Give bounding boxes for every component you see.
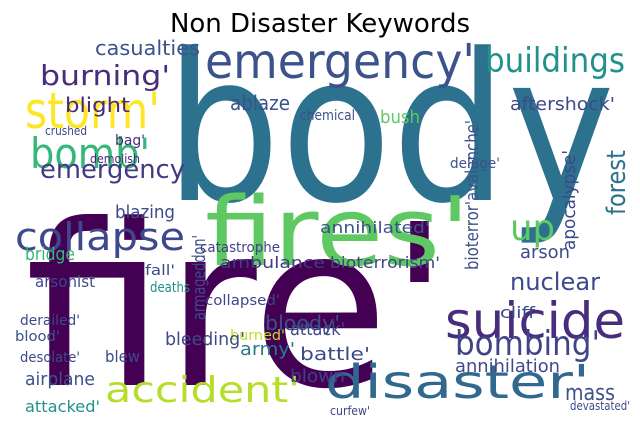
word: bloody' <box>265 311 340 335</box>
word: up <box>510 208 555 249</box>
word: blight <box>65 93 130 117</box>
word: bridge <box>25 244 75 265</box>
word: army' <box>240 339 295 360</box>
word: devastated' <box>570 399 630 413</box>
word: derailed' <box>20 313 80 329</box>
word: catastrophe <box>200 240 280 256</box>
word: body <box>165 11 615 249</box>
word: fire' <box>25 177 450 423</box>
word: collapsed' <box>205 293 280 309</box>
word: bombing' <box>455 324 600 364</box>
word: blazing <box>115 202 175 223</box>
word: disaster' <box>325 355 590 409</box>
word: aftershock' <box>510 94 615 115</box>
word: collapse <box>15 215 185 259</box>
word: burned' <box>230 328 285 344</box>
word: casualties <box>95 36 200 60</box>
word: deluge' <box>450 156 500 172</box>
word: blood' <box>15 329 60 345</box>
word: burning' <box>40 59 170 92</box>
word: chemical <box>300 108 355 124</box>
word: annihilation <box>455 356 560 377</box>
word: blown <box>290 366 345 387</box>
word: fires' <box>205 178 470 288</box>
word: bioterror'avalanche' <box>462 120 483 270</box>
word: fall' <box>145 263 175 279</box>
word: bleeding' <box>165 329 245 350</box>
word: desolate' <box>20 350 80 366</box>
word: deaths <box>150 280 190 296</box>
word: blew <box>105 347 140 366</box>
word: crushed <box>45 124 87 138</box>
word: accident' <box>105 370 300 411</box>
chart-title: Non Disaster Keywords <box>170 9 470 39</box>
word: ablaze <box>230 91 290 115</box>
word: arsonist <box>35 272 95 291</box>
word: battle' <box>300 344 370 365</box>
word: curfew' <box>330 404 370 418</box>
word: storm' <box>25 82 160 140</box>
word: attack' <box>290 319 345 340</box>
word: attacked' <box>25 397 100 416</box>
word: bioterrorism' <box>330 253 440 272</box>
word: mass <box>565 381 615 406</box>
word: nuclear <box>510 268 600 296</box>
word: buildings <box>485 41 625 81</box>
word: suicide <box>445 292 625 350</box>
word: cliff <box>500 303 536 322</box>
word: airplane <box>25 369 95 390</box>
word: bag' <box>115 133 145 149</box>
word: forest <box>602 150 632 215</box>
word: emergency' <box>205 34 475 90</box>
word: arson <box>520 242 570 263</box>
word: demolish <box>90 152 140 166</box>
word: ambulance <box>220 253 325 272</box>
word: emergency <box>40 155 185 185</box>
word: annihilated' <box>320 218 430 237</box>
word: bush <box>380 107 420 128</box>
word: apocalypse' <box>559 150 580 250</box>
word: bomb' <box>30 129 150 178</box>
word: armageddon' <box>189 235 210 320</box>
